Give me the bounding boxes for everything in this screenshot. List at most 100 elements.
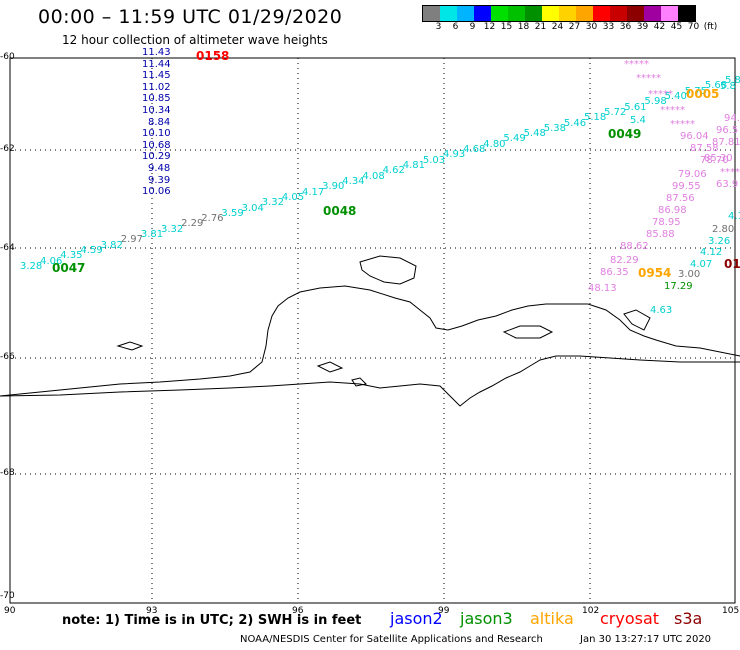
legend-altika: altika: [530, 609, 574, 628]
time-label: 0048: [323, 204, 357, 218]
time-label: 0005: [686, 87, 720, 101]
track-wave-label: 3.32: [161, 223, 184, 235]
track-wave-label: 5.75: [684, 85, 707, 97]
altika-wave-label: *****: [648, 89, 673, 100]
scale-swatch: [593, 6, 610, 21]
altika-wave-label: 96.04: [680, 131, 709, 142]
track-wave-label: 4.68: [463, 144, 486, 156]
altika-wave-label: 88.62: [620, 241, 649, 252]
jason2-wave-label: 11.44: [142, 58, 171, 70]
wave-height-label: 4.1: [728, 211, 740, 222]
color-scale-bar: [422, 5, 696, 22]
altika-wave-label: 87.58: [690, 143, 719, 154]
track-wave-label: 4.06: [40, 255, 63, 267]
legend-cryosat: cryosat: [600, 609, 660, 628]
lon-label: 93: [146, 606, 158, 616]
altika-wave-label: 85.88: [646, 229, 675, 240]
track-wave-label: 2.29: [181, 218, 204, 230]
scale-label: 42: [653, 22, 666, 32]
generated-timestamp: Jan 30 13:27:17 UTC 2020: [580, 634, 712, 645]
track-wave-label: 5.46: [563, 117, 587, 129]
track-wave-label: 4.17: [302, 186, 325, 198]
legend-jason2: jason2: [390, 609, 443, 628]
page-title: 00:00 – 11:59 UTC 01/29/2020: [38, 6, 343, 28]
track-wave-label: 3.81: [140, 229, 164, 241]
scale-swatch: [644, 6, 661, 21]
track-wave-label: 5.49: [503, 133, 526, 145]
wave-height-label: 3.00: [678, 269, 701, 280]
track-wave-label: 3.82: [100, 239, 123, 251]
scale-swatch: [661, 6, 678, 21]
scale-label: 70: [687, 22, 700, 32]
track-wave-label: 4.59: [80, 245, 103, 257]
track-wave-label: 5.40: [664, 90, 687, 102]
jason2-wave-label: 10.34: [142, 105, 171, 116]
scale-label: 36: [619, 22, 632, 32]
track-wave-label: 3.32: [261, 197, 284, 209]
wave-height-label: 17.29: [664, 281, 693, 292]
wave-height-label: 4.63: [650, 305, 673, 316]
scale-label: 9: [469, 22, 476, 32]
jason2-wave-label: 9.48: [148, 163, 171, 174]
wave-height-label: 2.80: [712, 224, 735, 235]
lon-label: 105: [722, 606, 740, 616]
map-grid: [10, 58, 735, 603]
footer-note: note: 1) Time is in UTC; 2) SWH is in fe…: [62, 613, 362, 628]
wave-height-label: 4.12: [700, 247, 723, 258]
track-wave-label: 5.98: [644, 96, 667, 108]
scale-swatch: [610, 6, 627, 21]
wave-height-label: 4.07: [690, 259, 713, 270]
scale-label: 33: [602, 22, 615, 32]
track-wave-label: 4.93: [443, 149, 466, 161]
altika-wave-label: 87.56: [666, 193, 695, 204]
altika-wave-label: *****: [624, 59, 649, 70]
track-wave-label: 3.59: [221, 207, 244, 219]
track-wave-label: 4.62: [382, 165, 405, 177]
scale-label: 27: [568, 22, 581, 32]
scale-label: (ft): [703, 22, 718, 32]
track-wave-label: 4.81: [402, 160, 425, 172]
scale-label: 18: [517, 22, 530, 32]
track-wave-label: 4.08: [362, 170, 385, 182]
time-label: 0954: [638, 266, 672, 280]
scale-swatch: [440, 6, 457, 21]
track-wave-label: 4.05: [281, 191, 305, 203]
map-frame: [9, 57, 736, 604]
lon-label: 96: [292, 606, 304, 616]
scale-label: 15: [500, 22, 513, 32]
jason2-wave-label: 10.68: [142, 139, 171, 151]
scale-label: 3: [435, 22, 442, 32]
track-wave-label: 5.80: [725, 75, 740, 86]
legend-jason3: jason3: [460, 609, 513, 628]
track-wave-label: 3.90: [322, 181, 345, 193]
jason2-wave-label: 10.06: [142, 186, 171, 198]
lat-label: -66: [0, 352, 15, 362]
scale-swatch: [559, 6, 576, 21]
jason2-wave-label: 11.45: [142, 70, 171, 82]
track-wave-label: 2.76: [201, 213, 224, 225]
track-wave-label: 4.80: [483, 138, 506, 150]
track-wave-label: 5.03: [422, 154, 446, 166]
altika-wave-label: 48.13: [588, 283, 617, 294]
wave-height-label: 5.4: [630, 115, 646, 126]
jason2-wave-label: 10.10: [142, 128, 171, 140]
altika-wave-label: 86.98: [658, 205, 687, 216]
scale-swatch: [525, 6, 542, 21]
scale-label: 45: [670, 22, 683, 32]
scale-swatch: [576, 6, 593, 21]
track-wave-label: 5.48: [523, 128, 546, 140]
track-wave-label: 3.04: [241, 202, 264, 214]
jason2-wave-label: 8.84: [148, 116, 171, 128]
track-wave-label: 5.72: [604, 106, 627, 118]
altika-wave-label: *****: [670, 119, 695, 130]
altika-wave-label: 79.06: [678, 169, 707, 180]
altika-wave-label: 99.55: [672, 181, 701, 192]
jason2-wave-label: 10.29: [142, 151, 171, 163]
track-wave-label: 2.97: [120, 234, 143, 246]
altika-wave-label: 94.: [724, 113, 740, 124]
altika-wave-label: 63.9: [716, 179, 739, 190]
track-wave-label: 3.28: [20, 261, 43, 272]
altika-wave-label: 86.35: [600, 267, 629, 278]
jason2-wave-label: 10.85: [142, 93, 171, 105]
